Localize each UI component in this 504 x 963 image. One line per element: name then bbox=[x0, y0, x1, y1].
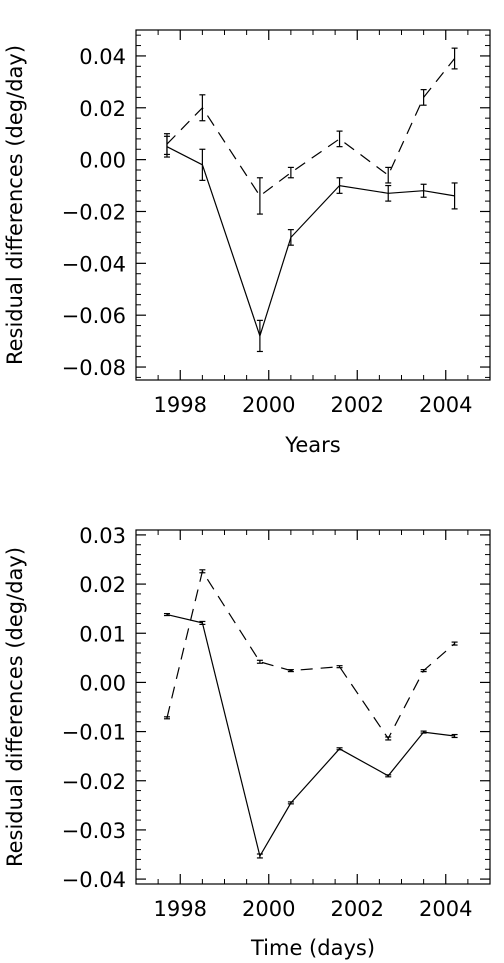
x-tick-label: 2002 bbox=[331, 393, 384, 417]
error-bar bbox=[256, 853, 263, 859]
plot-frame bbox=[135, 529, 491, 885]
error-bar bbox=[451, 733, 458, 739]
y-tick-label: −0.08 bbox=[62, 356, 126, 380]
x-tick-label: 2004 bbox=[419, 897, 472, 921]
y-axis-label: Residual differences (deg/day) bbox=[3, 45, 27, 365]
error-bar bbox=[199, 569, 206, 574]
error-bar bbox=[385, 184, 392, 202]
error-bar bbox=[451, 182, 458, 210]
error-bar bbox=[256, 659, 263, 664]
error-bar bbox=[451, 47, 458, 70]
error-bar bbox=[336, 177, 343, 194]
x-tick-label: 2000 bbox=[242, 393, 295, 417]
error-bar bbox=[287, 166, 294, 179]
solid-series-line bbox=[166, 614, 455, 858]
x-tick-label: 2002 bbox=[331, 897, 384, 921]
solid-series-line bbox=[166, 146, 455, 338]
y-tick-label: 0.04 bbox=[79, 45, 126, 69]
x-tick-label: 2004 bbox=[419, 393, 472, 417]
y-tick-label: −0.03 bbox=[62, 819, 126, 843]
error-bar bbox=[451, 641, 458, 646]
y-axis-label: Residual differences (deg/day) bbox=[3, 547, 27, 867]
error-bar bbox=[199, 620, 206, 626]
error-bar bbox=[336, 130, 343, 148]
y-tick-label: −0.01 bbox=[62, 721, 126, 745]
dashed-series-line bbox=[166, 58, 456, 197]
error-bar bbox=[256, 319, 263, 353]
error-bar bbox=[420, 89, 427, 106]
y-tick-label: −0.04 bbox=[62, 868, 126, 892]
error-bar bbox=[420, 669, 427, 673]
x-axis-label: Years bbox=[284, 433, 340, 457]
error-bar bbox=[336, 665, 343, 669]
error-bar bbox=[420, 183, 427, 198]
error-bar bbox=[163, 716, 170, 720]
error-bar bbox=[199, 94, 206, 122]
error-bar bbox=[256, 177, 263, 215]
y-tick-label: −0.02 bbox=[62, 770, 126, 794]
error-bar bbox=[199, 148, 206, 181]
x-tick-label: 2000 bbox=[242, 897, 295, 921]
error-bar bbox=[287, 229, 294, 246]
y-tick-label: 0.03 bbox=[79, 524, 126, 548]
error-bar bbox=[385, 736, 392, 741]
error-bar bbox=[287, 801, 294, 805]
y-tick-label: 0.01 bbox=[79, 622, 126, 646]
error-bar bbox=[287, 669, 294, 673]
y-tick-label: 0.00 bbox=[79, 671, 126, 695]
error-bar bbox=[336, 747, 343, 751]
error-bar bbox=[420, 730, 427, 734]
x-tick-label: 1998 bbox=[154, 897, 207, 921]
y-tick-label: 0.00 bbox=[79, 149, 126, 173]
top-chart-panel: 1998 2000 2002 2004 −0.08 −0.06 −0.04 −0.02 0.00… bbox=[3, 29, 491, 457]
plot-frame bbox=[135, 29, 491, 381]
error-bar bbox=[163, 133, 170, 156]
dashed-series-line bbox=[166, 569, 455, 740]
x-axis-label: Time (days) bbox=[250, 936, 375, 960]
y-tick-label: −0.04 bbox=[62, 252, 126, 276]
error-bar bbox=[385, 166, 392, 184]
y-tick-label: 0.02 bbox=[79, 573, 126, 597]
y-tick-label: 0.02 bbox=[79, 97, 126, 121]
x-tick-label: 1998 bbox=[154, 393, 207, 417]
bottom-chart-panel: 1998 2000 2002 2004 −0.04 −0.03 −0.02 −0.01 0.00… bbox=[3, 524, 491, 960]
error-bar bbox=[385, 774, 392, 778]
error-bar bbox=[163, 612, 170, 617]
y-tick-label: −0.02 bbox=[62, 200, 126, 224]
y-tick-label: −0.06 bbox=[62, 304, 126, 328]
